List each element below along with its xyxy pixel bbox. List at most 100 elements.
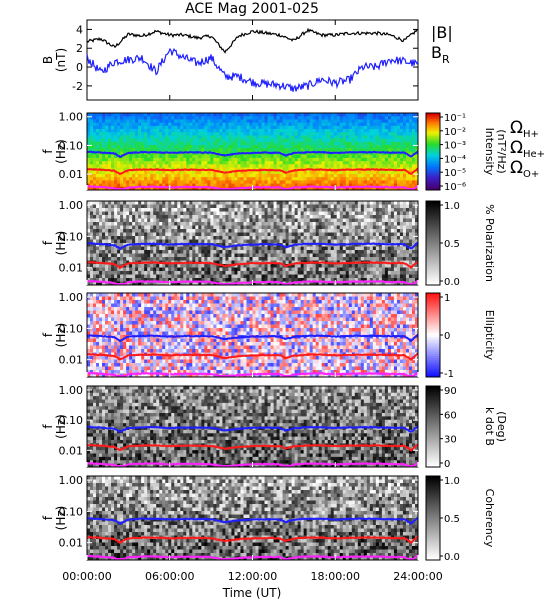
heatmap-cell xyxy=(219,125,223,130)
heatmap-cell xyxy=(192,170,196,175)
heatmap-cell xyxy=(102,113,106,117)
heatmap-cell xyxy=(153,250,157,254)
heatmap-cell xyxy=(192,239,196,244)
heatmap-cell xyxy=(156,208,160,212)
heatmap-cell xyxy=(126,148,130,152)
heatmap-cell xyxy=(315,119,320,124)
heatmap-cell xyxy=(123,225,127,230)
heatmap-cell xyxy=(102,271,106,275)
heatmap-cell xyxy=(228,218,232,223)
heatmap-cell xyxy=(342,177,347,181)
heatmap-cell xyxy=(87,129,91,133)
heatmap-cell xyxy=(144,154,148,159)
heatmap-cell xyxy=(213,132,217,136)
heatmap-cell xyxy=(216,232,220,237)
heatmap-cell xyxy=(387,132,392,136)
heatmap-cell xyxy=(150,170,154,175)
heatmap-cell xyxy=(138,116,142,120)
heatmap-cell xyxy=(177,183,181,188)
heatmap-cell xyxy=(168,180,172,184)
heatmap-cell xyxy=(285,218,290,223)
heatmap-cell xyxy=(147,119,151,124)
heatmap-cell xyxy=(99,236,103,240)
heatmap-cell xyxy=(282,204,286,209)
heatmap-cell xyxy=(186,186,190,191)
heatmap-cell xyxy=(207,257,211,261)
heatmap-cell xyxy=(93,211,97,216)
colorbar-cell xyxy=(426,126,440,129)
heatmap-cell xyxy=(129,250,133,254)
heatmap-cell xyxy=(183,119,187,124)
heatmap-cell xyxy=(303,211,308,216)
heatmap-cell xyxy=(342,138,347,143)
heatmap-cell xyxy=(189,122,193,127)
heatmap-cell xyxy=(411,141,416,146)
heatmap-cell xyxy=(390,132,395,136)
heatmap-cell xyxy=(102,170,106,175)
heatmap-cell xyxy=(414,129,419,133)
heatmap-cell xyxy=(159,271,163,275)
heatmap-cell xyxy=(408,148,413,152)
heatmap-cell xyxy=(297,274,302,279)
heatmap-cell xyxy=(351,246,356,251)
heatmap-cell xyxy=(252,278,256,282)
heatmap-cell xyxy=(357,225,362,230)
heatmap-cell xyxy=(261,274,265,279)
heatmap-cell xyxy=(126,141,130,146)
heatmap-cell xyxy=(183,135,187,140)
heatmap-cell xyxy=(171,239,175,244)
heatmap-cell xyxy=(201,274,205,279)
heatmap-cell xyxy=(336,170,341,175)
heatmap-cell xyxy=(327,135,332,140)
heatmap-cell xyxy=(132,180,136,184)
heatmap-cell xyxy=(276,218,280,223)
heatmap-cell xyxy=(270,208,274,212)
heatmap-cell xyxy=(162,215,166,219)
heatmap-cell xyxy=(279,183,283,188)
heatmap-cell xyxy=(243,173,247,178)
heatmap-cell xyxy=(210,250,214,254)
heatmap-cell xyxy=(243,145,247,149)
heatmap-cell xyxy=(285,129,290,133)
heatmap-cell xyxy=(132,239,136,244)
heatmap-cell xyxy=(351,119,356,124)
heatmap-cell xyxy=(105,186,109,191)
heatmap-cell xyxy=(381,119,386,124)
heatmap-cell xyxy=(321,232,326,237)
heatmap-cell xyxy=(174,180,178,184)
heatmap-cell xyxy=(153,141,157,146)
heatmap-cell xyxy=(369,161,374,165)
heatmap-cell xyxy=(303,232,308,237)
heatmap-cell xyxy=(213,170,217,175)
heatmap-cell xyxy=(387,157,392,162)
heatmap-cell xyxy=(246,229,250,233)
heatmap-cell xyxy=(114,257,118,261)
heatmap-cell xyxy=(246,157,250,162)
heatmap-cell xyxy=(159,119,163,124)
heatmap-cell xyxy=(330,204,335,209)
heatmap-cell xyxy=(195,253,199,258)
heatmap-cell xyxy=(228,204,232,209)
heatmap-cell xyxy=(345,125,350,130)
heatmap-cell xyxy=(300,122,305,127)
heatmap-cell xyxy=(360,138,365,143)
heatmap-cell xyxy=(312,161,317,165)
heatmap-cell xyxy=(258,274,262,279)
heatmap-cell xyxy=(333,161,338,165)
heatmap-cell xyxy=(165,157,169,162)
heatmap-cell xyxy=(384,186,389,191)
series-b-total xyxy=(86,27,419,54)
heatmap-cell xyxy=(204,246,208,251)
colorbar-tick-label: 10⁻⁶ xyxy=(444,182,466,193)
heatmap-cell xyxy=(315,281,320,286)
heatmap-cell xyxy=(273,274,277,279)
heatmap-cell xyxy=(360,271,365,275)
heatmap-cell xyxy=(120,122,124,127)
heatmap-cell xyxy=(150,119,154,124)
heatmap-cell xyxy=(132,177,136,181)
heatmap-cell xyxy=(174,236,178,240)
heatmap-cell xyxy=(201,201,205,205)
heatmap-cell xyxy=(225,177,229,181)
heatmap-cell xyxy=(195,229,199,233)
heatmap-cell xyxy=(318,186,323,191)
